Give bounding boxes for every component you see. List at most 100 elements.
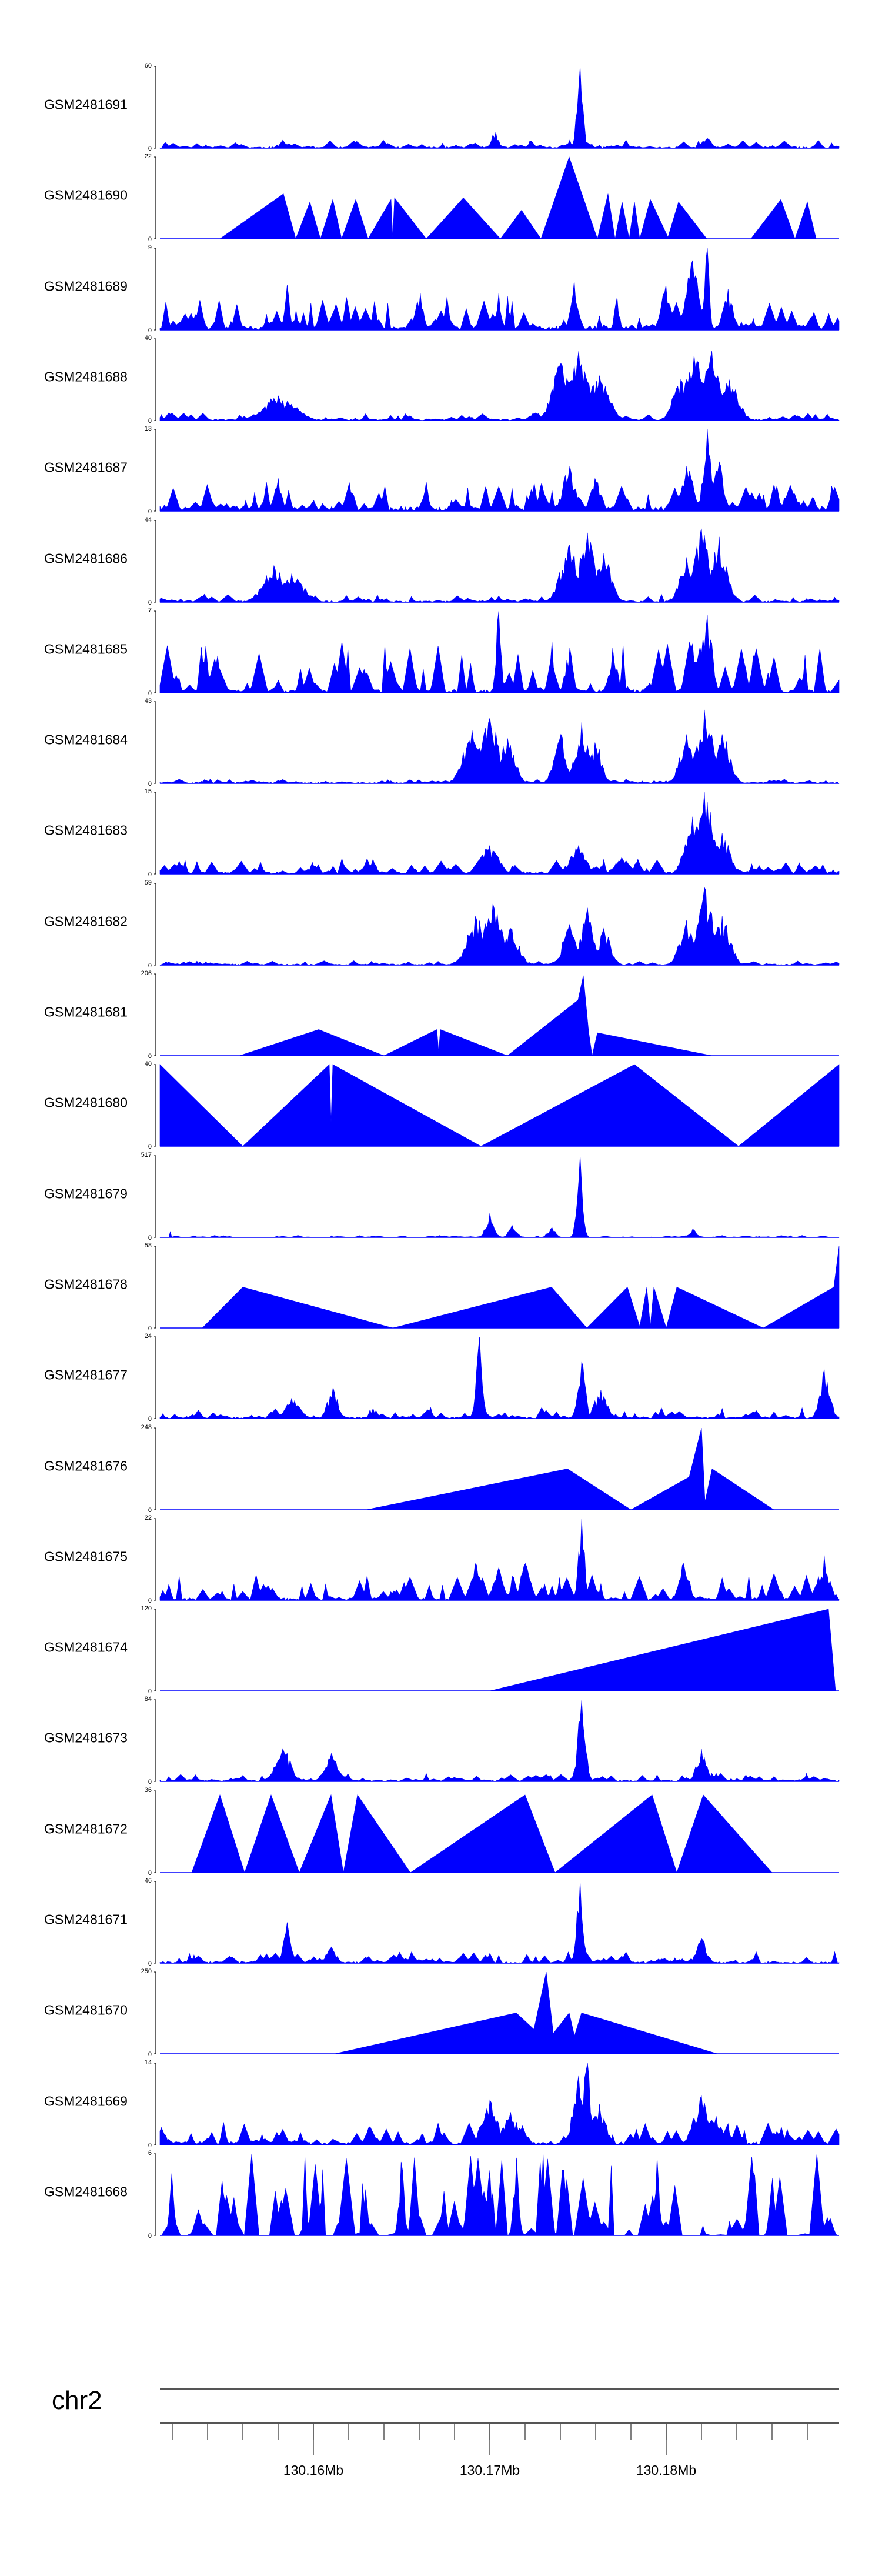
track-label: GSM2481685 [44, 641, 128, 656]
track-label: GSM2481687 [44, 459, 128, 475]
track-GSM2481689: GSM2481689 9 0 [44, 244, 840, 334]
y-max-label: 60 [145, 62, 152, 69]
track-GSM2481681: GSM2481681 206 0 [44, 970, 839, 1060]
y-min-label: 0 [148, 327, 152, 334]
y-min-label: 0 [148, 1053, 152, 1060]
track-label: GSM2481672 [44, 1821, 128, 1836]
y-min-label: 0 [148, 1960, 152, 1967]
track-label: GSM2481689 [44, 278, 128, 293]
track-label: GSM2481681 [44, 1004, 128, 1019]
track-GSM2481685: GSM2481685 7 0 [44, 607, 840, 697]
coverage-area [159, 528, 840, 603]
y-min-label: 0 [148, 2051, 152, 2058]
y-max-label: 250 [141, 1968, 152, 1975]
track-GSM2481676: GSM2481676 248 0 [44, 1424, 839, 1514]
track-label: GSM2481675 [44, 1549, 128, 1564]
track-GSM2481669: GSM2481669 14 0 [44, 2059, 840, 2149]
track-GSM2481675: GSM2481675 22 0 [44, 1514, 840, 1604]
track-GSM2481673: GSM2481673 84 0 [44, 1696, 840, 1786]
y-min-label: 0 [148, 690, 152, 697]
track-GSM2481671: GSM2481671 46 0 [44, 1877, 840, 1967]
coverage-area [159, 792, 840, 875]
y-max-label: 9 [148, 244, 152, 251]
y-min-label: 0 [148, 508, 152, 515]
coverage-area [159, 429, 840, 512]
track-label: GSM2481676 [44, 1458, 128, 1473]
y-min-label: 0 [148, 1778, 152, 1786]
coverage-area [159, 1699, 840, 1782]
y-min-label: 0 [148, 780, 152, 788]
y-max-label: 24 [145, 1333, 152, 1340]
track-GSM2481670: GSM2481670 250 0 [44, 1968, 839, 2058]
y-min-label: 0 [148, 1597, 152, 1604]
y-min-label: 0 [148, 1416, 152, 1423]
y-max-label: 248 [141, 1424, 152, 1431]
y-max-label: 46 [145, 1877, 152, 1884]
y-min-label: 0 [148, 2142, 152, 2149]
y-min-label: 0 [148, 418, 152, 425]
coverage-area [159, 2063, 840, 2145]
track-GSM2481688: GSM2481688 40 0 [44, 335, 840, 425]
x-tick-label: 130.17Mb [460, 2462, 520, 2478]
coverage-area [159, 248, 840, 331]
y-max-label: 22 [145, 1514, 152, 1521]
coverage-area [159, 1064, 840, 1147]
track-label: GSM2481674 [44, 1639, 128, 1654]
track-GSM2481682: GSM2481682 59 0 [44, 879, 840, 969]
coverage-area [366, 1427, 774, 1510]
y-max-label: 15 [145, 788, 152, 795]
track-label: GSM2481680 [44, 1095, 128, 1110]
y-max-label: 59 [145, 879, 152, 886]
track-GSM2481668: GSM2481668 6 0 [44, 2150, 839, 2240]
track-label: GSM2481669 [44, 2093, 128, 2108]
y-max-label: 40 [145, 335, 152, 342]
coverage-area [159, 709, 840, 784]
coverage-area [219, 156, 817, 240]
coverage-area [159, 1518, 840, 1601]
track-label: GSM2481670 [44, 2002, 128, 2017]
track-panel: GSM2481691600GSM2481690220GSM248168990GS… [44, 62, 840, 2240]
track-label: GSM2481678 [44, 1276, 128, 1292]
track-label: GSM2481683 [44, 822, 128, 837]
coverage-area [159, 351, 840, 421]
track-GSM2481679: GSM2481679 517 0 [44, 1152, 840, 1242]
track-label: GSM2481691 [44, 96, 128, 112]
y-min-label: 0 [148, 871, 152, 878]
y-max-label: 7 [148, 607, 152, 614]
y-min-label: 0 [148, 236, 152, 243]
track-GSM2481680: GSM2481680 40 0 [44, 1060, 840, 1150]
track-label: GSM2481673 [44, 1730, 128, 1745]
y-max-label: 13 [145, 425, 152, 432]
coverage-area [159, 66, 840, 149]
coverage-area [159, 1881, 840, 1964]
coverage-area [159, 887, 840, 966]
track-GSM2481687: GSM2481687 13 0 [44, 425, 840, 515]
y-min-label: 0 [148, 2233, 152, 2240]
coverage-area [159, 1336, 840, 1419]
track-label: GSM2481690 [44, 187, 128, 202]
coverage-area [334, 1971, 718, 2054]
x-tick-label: 130.18Mb [636, 2462, 696, 2478]
track-GSM2481691: GSM2481691 60 0 [44, 62, 840, 152]
track-GSM2481683: GSM2481683 15 0 [44, 788, 840, 878]
coverage-area [202, 1246, 840, 1329]
y-max-label: 40 [145, 1060, 152, 1067]
track-GSM2481672: GSM2481672 36 0 [44, 1787, 839, 1877]
coverage-area [239, 975, 713, 1056]
track-label: GSM2481686 [44, 550, 128, 566]
track-label: GSM2481677 [44, 1367, 128, 1382]
y-max-label: 43 [145, 698, 152, 705]
y-max-label: 120 [141, 1605, 152, 1612]
track-label: GSM2481684 [44, 732, 128, 747]
chromosome-label: chr2 [52, 2386, 102, 2415]
y-min-label: 0 [148, 962, 152, 969]
track-GSM2481690: GSM2481690 22 0 [44, 153, 839, 243]
track-label: GSM2481679 [44, 1186, 128, 1201]
y-min-label: 0 [148, 1234, 152, 1242]
y-min-label: 0 [148, 1507, 152, 1514]
y-min-label: 0 [148, 1325, 152, 1332]
y-min-label: 0 [148, 1870, 152, 1877]
y-max-label: 36 [145, 1787, 152, 1794]
coverage-area [191, 1794, 773, 1873]
